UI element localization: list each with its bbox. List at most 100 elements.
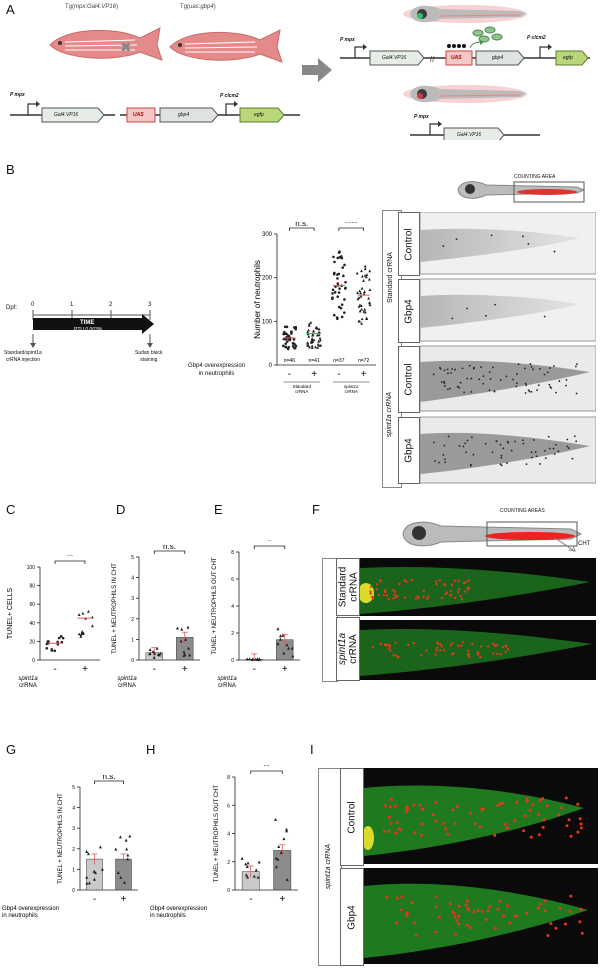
data-point — [82, 631, 85, 635]
cell-dot — [530, 390, 533, 393]
cell-dot — [579, 822, 583, 826]
cell-dot — [493, 833, 497, 837]
significance-bracket — [250, 770, 283, 774]
data-point — [94, 871, 98, 875]
data-point — [282, 651, 286, 655]
cell-dot — [486, 909, 490, 913]
cell-dot — [580, 931, 584, 935]
data-point — [318, 336, 322, 340]
cell-dot — [537, 833, 541, 837]
cell-dot — [547, 435, 550, 438]
panel-letter-i: I — [310, 742, 314, 757]
cell-dot — [543, 315, 546, 318]
data-point — [368, 303, 372, 307]
significance-bracket — [338, 227, 365, 231]
gbp4-label-2: gbp4 — [492, 55, 504, 61]
cell-dot — [434, 800, 438, 804]
data-point — [291, 345, 295, 348]
cell-dot — [473, 822, 477, 826]
significance-label: ** — [263, 765, 269, 771]
cell-dot — [548, 447, 551, 450]
data-point — [310, 344, 314, 348]
data-point — [57, 636, 61, 640]
x-axis-label: Gbp4 overexpression — [2, 906, 59, 912]
cell-dot — [480, 910, 484, 914]
cell-dot — [536, 389, 538, 392]
cell-dot — [434, 895, 438, 899]
x-axis-label: crRNA — [218, 683, 236, 689]
cell-dot — [462, 581, 466, 585]
data-point — [246, 875, 250, 879]
cell-dot — [565, 824, 569, 828]
counting-areas-larva-icon — [402, 521, 583, 552]
data-point — [339, 306, 343, 310]
cell-dot — [391, 588, 395, 592]
data-point — [244, 862, 248, 866]
cell-dot — [482, 375, 485, 378]
data-point — [317, 344, 321, 347]
cell-dot — [414, 597, 418, 600]
cell-dot — [387, 643, 390, 647]
data-point — [286, 646, 290, 650]
cell-dot — [528, 390, 531, 393]
cell-dot — [420, 654, 423, 657]
data-point — [338, 287, 341, 290]
data-point — [276, 642, 280, 646]
data-point — [363, 273, 367, 277]
cell-dot — [410, 579, 414, 582]
cell-dot — [451, 910, 455, 914]
cell-dot — [448, 902, 452, 906]
cell-dot — [434, 930, 438, 934]
data-point — [158, 651, 162, 655]
cell-dot — [470, 391, 473, 393]
cell-dot — [544, 449, 546, 452]
cell-dot — [534, 451, 537, 453]
data-point — [274, 817, 278, 821]
cell-dot — [578, 920, 582, 924]
cell-dot — [506, 462, 508, 465]
data-point — [92, 877, 96, 881]
cell-dot — [527, 242, 530, 245]
cell-dot — [505, 904, 509, 908]
y-tick-label: 0 — [131, 658, 134, 664]
cell-dot — [443, 369, 446, 372]
data-point — [292, 338, 296, 341]
data-point — [79, 635, 83, 638]
x-axis-label: Gbp4 overexpression — [150, 906, 207, 912]
y-tick-label: 200 — [262, 276, 273, 282]
cell-dot — [466, 377, 469, 380]
bar — [273, 850, 292, 891]
cell-dot — [457, 914, 461, 918]
cell-dot — [432, 373, 435, 376]
cell-dot — [437, 915, 441, 919]
data-point — [360, 307, 364, 311]
data-point — [244, 873, 248, 877]
data-point — [254, 657, 258, 661]
cell-dot — [555, 391, 557, 394]
construct-uas-gbp4 — [120, 101, 300, 123]
y-tick-label: 6 — [227, 803, 230, 809]
significance-bracket — [94, 780, 124, 784]
cell-dot — [516, 373, 518, 376]
x-axis-label: in neutrophils — [150, 913, 186, 919]
data-point — [336, 317, 339, 321]
cell-dot — [539, 463, 541, 465]
cell-dot — [460, 597, 464, 601]
cell-dot — [440, 645, 443, 648]
y-tick-label: 60 — [29, 602, 35, 608]
cell-dot — [476, 909, 480, 913]
data-point — [357, 296, 361, 299]
cell-dot — [472, 367, 475, 370]
y-tick-label: 5 — [72, 785, 75, 791]
cell-dot — [515, 385, 518, 388]
panel-letter-d: D — [116, 502, 126, 517]
cell-dot — [517, 363, 520, 366]
cell-dot — [553, 250, 556, 253]
data-point — [155, 646, 159, 650]
cell-dot — [575, 440, 578, 443]
cell-dot — [504, 650, 507, 654]
y-axis-label: TUNEL+ CELLS — [7, 588, 14, 639]
cell-dot — [508, 921, 512, 925]
cell-dot — [427, 595, 430, 598]
